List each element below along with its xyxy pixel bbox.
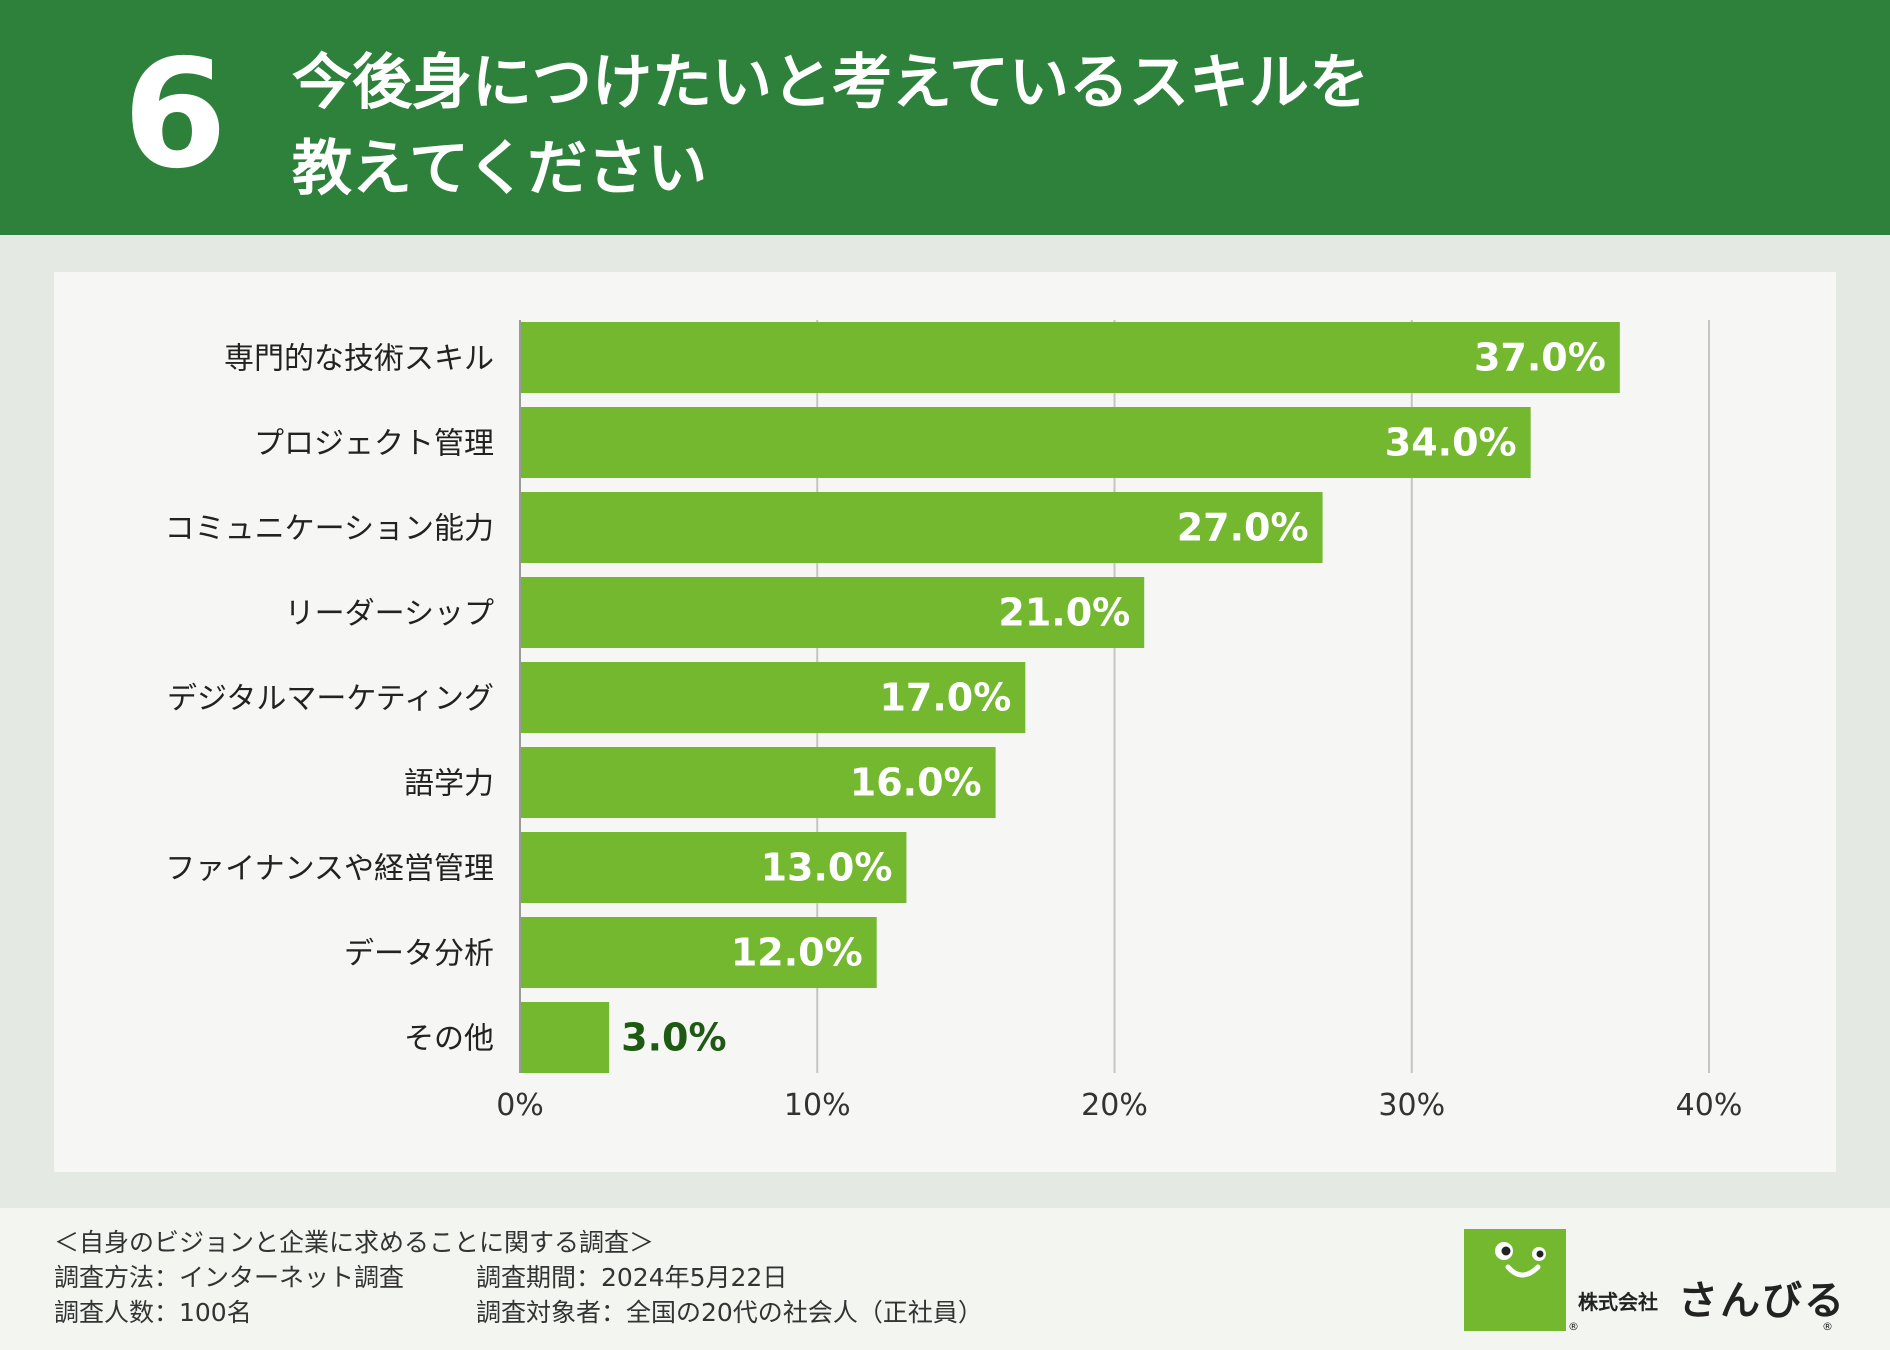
- survey-method: 調査方法：インターネット調査: [54, 1263, 405, 1292]
- bar-chart: 0% 10% 20% 30% 40% 専門的な技術スキル 37.0% プロジェクト管理 34.0…: [165, 320, 1743, 1123]
- mascot-face-icon: [1495, 1242, 1546, 1278]
- registered-mark-brand: ®: [1822, 1320, 1833, 1333]
- value-label: 34.0%: [1385, 421, 1517, 465]
- survey-period: 調査期間：2024年5月22日: [476, 1263, 788, 1292]
- x-tick-label: 40%: [1676, 1088, 1743, 1123]
- x-tick-label: 20%: [1081, 1088, 1148, 1123]
- survey-sample: 調査人数：100名: [54, 1298, 252, 1327]
- value-label: 13.0%: [761, 846, 893, 890]
- bar: [520, 492, 1323, 563]
- registered-mark: ®: [1568, 1320, 1579, 1333]
- value-label: 27.0%: [1177, 506, 1309, 550]
- x-tick-label: 10%: [784, 1088, 851, 1123]
- logo-mascot: [1464, 1229, 1566, 1331]
- bar: [520, 917, 877, 988]
- value-label: 12.0%: [731, 931, 863, 975]
- value-label: 37.0%: [1474, 336, 1606, 380]
- question-number: 6: [122, 28, 228, 202]
- x-tick-label: 0%: [496, 1088, 544, 1123]
- category-label: 語学力: [404, 767, 494, 802]
- x-tick-label: 30%: [1378, 1088, 1445, 1123]
- question-title: 今後身につけたいと考えているスキルを 教えてください: [292, 40, 1792, 212]
- value-label: 17.0%: [879, 676, 1011, 720]
- bar: [520, 577, 1145, 648]
- bar: [520, 1002, 610, 1073]
- question-title-line1: 今後身につけたいと考えているスキルを: [292, 48, 1369, 118]
- company-brand: さんびる: [1678, 1278, 1846, 1324]
- category-label: データ分析: [344, 937, 494, 972]
- category-label: ファイナンスや経営管理: [165, 852, 494, 887]
- value-label: 16.0%: [850, 761, 982, 805]
- chart-panel: 0% 10% 20% 30% 40% 専門的な技術スキル 37.0% プロジェクト管理 34.0…: [54, 272, 1836, 1172]
- survey-target: 調査対象者：全国の20代の社会人（正社員）: [476, 1298, 983, 1327]
- category-label: その他: [404, 1022, 494, 1057]
- bar: [520, 747, 996, 818]
- category-label: プロジェクト管理: [254, 427, 494, 462]
- company-prefix: 株式会社: [1578, 1290, 1658, 1314]
- category-label: デジタルマーケティング: [167, 682, 494, 717]
- category-label: コミュニケーション能力: [165, 512, 494, 547]
- bar: [520, 407, 1531, 478]
- value-label: 21.0%: [998, 591, 1130, 635]
- bar: [520, 322, 1620, 393]
- footer: ＜自身のビジョンと企業に求めることに関する調査＞ 調査方法：インターネット調査 …: [0, 1208, 1890, 1350]
- value-label: 3.0%: [621, 1016, 726, 1060]
- bar: [520, 832, 907, 903]
- category-label: 専門的な技術スキル: [224, 342, 494, 377]
- category-label: リーダーシップ: [285, 597, 494, 632]
- survey-title: ＜自身のビジョンと企業に求めることに関する調査＞: [54, 1228, 655, 1257]
- question-title-line2: 教えてください: [292, 134, 708, 204]
- bar: [520, 662, 1026, 733]
- header: 6 今後身につけたいと考えているスキルを 教えてください: [0, 0, 1890, 235]
